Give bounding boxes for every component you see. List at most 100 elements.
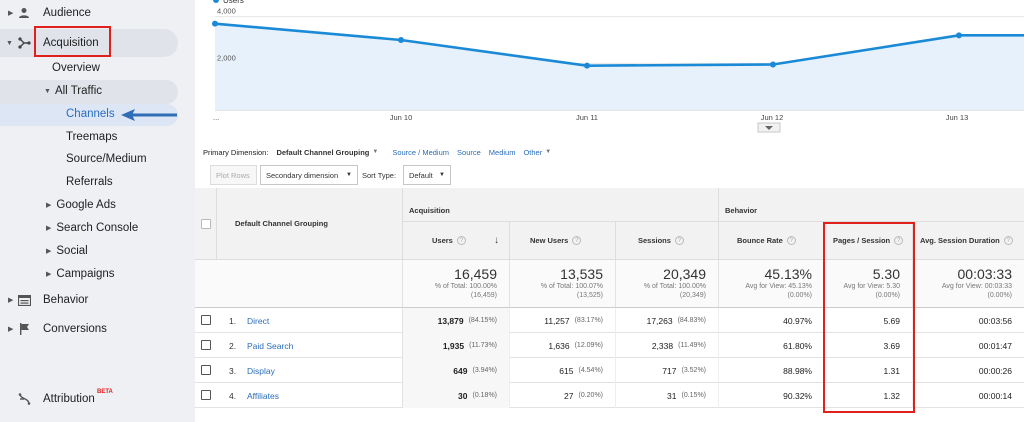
- column-header-avg-session-duration[interactable]: Avg. Session Duration ?: [913, 222, 1024, 260]
- caret-right-icon: ▶: [46, 202, 52, 209]
- dimension-link-source[interactable]: Source: [457, 147, 481, 157]
- sidebar-item-label: Campaigns: [56, 268, 115, 280]
- sidebar-item-acquisition[interactable]: ▼ Acquisition: [0, 32, 180, 54]
- column-header-pages-per-session[interactable]: Pages / Session ?: [825, 222, 913, 260]
- new-users-value: 615: [559, 365, 574, 376]
- acquisition-group-header: Acquisition: [403, 188, 719, 222]
- dimension-link-medium[interactable]: Medium: [488, 147, 516, 157]
- sort-type-dropdown[interactable]: Default ▼: [403, 165, 451, 185]
- column-header-new-users[interactable]: New Users ?: [510, 222, 616, 260]
- person-icon: [17, 6, 31, 20]
- row-checkbox[interactable]: [201, 365, 211, 375]
- totals-label-cell: [195, 260, 403, 308]
- channel-link[interactable]: Paid Search: [247, 340, 294, 351]
- totals-subtext: (0.00%): [787, 292, 812, 299]
- sidebar-item-social[interactable]: ▶ Social: [46, 240, 88, 262]
- row-number: 2.: [229, 340, 237, 351]
- chevron-down-icon: ▼: [439, 172, 445, 178]
- row-checkbox[interactable]: [201, 315, 211, 325]
- attribution-icon: [17, 392, 31, 406]
- arrow-annotation-icon: [121, 109, 177, 121]
- column-header-label: Bounce Rate: [737, 236, 783, 245]
- secondary-dimension-dropdown[interactable]: Secondary dimension ▼: [260, 165, 358, 185]
- new-users-pct: (12.09%): [574, 342, 603, 349]
- channel-link[interactable]: Direct: [247, 315, 270, 326]
- channels-highlight: [0, 104, 178, 126]
- channel-link[interactable]: Display: [247, 365, 275, 376]
- caret-right-icon: ▶: [46, 271, 52, 278]
- sidebar-item-overview[interactable]: Overview: [52, 57, 100, 79]
- help-icon[interactable]: ?: [674, 236, 684, 245]
- column-header-bounce-rate[interactable]: Bounce Rate ?: [719, 222, 825, 260]
- sidebar-item-treemaps[interactable]: Treemaps: [66, 126, 117, 148]
- channel-link[interactable]: Affiliates: [247, 390, 279, 401]
- select-all-checkbox[interactable]: [201, 219, 211, 229]
- all-traffic-highlight: [0, 80, 178, 104]
- chevron-down-icon: ▼: [372, 149, 379, 155]
- dimension-cell: 1. Direct: [217, 308, 403, 333]
- column-header-sessions[interactable]: Sessions ?: [616, 222, 719, 260]
- data-point[interactable]: [956, 32, 962, 39]
- sessions-value: 717: [662, 365, 677, 376]
- column-header-users[interactable]: Users ? ↓: [403, 222, 510, 260]
- sidebar-item-audience[interactable]: ▶ Audience: [0, 2, 180, 24]
- column-header-label: New Users: [530, 236, 569, 245]
- sidebar-item-label: Google Ads: [56, 199, 116, 211]
- primary-dimension-current[interactable]: Default Channel Grouping: [276, 147, 370, 157]
- help-icon[interactable]: ?: [1003, 236, 1013, 245]
- primary-dimension-label: Primary Dimension:: [203, 147, 269, 157]
- totals-subtext: % of Total: 100.00%: [434, 283, 497, 290]
- chart-labels: Users 4,000 2,000... Jun 10 Jun 11 Jun 12 Jun …: [213, 0, 969, 133]
- help-icon[interactable]: ?: [572, 236, 582, 245]
- caret-right-icon: ▶: [8, 326, 14, 333]
- sidebar-item-google-ads[interactable]: ▶ Google Ads: [46, 194, 116, 216]
- caret-right-icon: ▶: [8, 297, 14, 304]
- sidebar-item-conversions[interactable]: ▶ Conversions: [0, 318, 180, 340]
- new-users-cell: 615 (4.54%): [510, 358, 616, 383]
- sidebar-item-attribution[interactable]: Attribution BETA: [0, 388, 180, 410]
- row-checkbox[interactable]: [201, 340, 211, 350]
- highlight-box-acquisition: [34, 26, 111, 57]
- data-point[interactable]: [212, 20, 218, 27]
- x-tick-label: ...: [213, 113, 219, 122]
- plot-rows-button[interactable]: Plot Rows: [210, 165, 257, 185]
- help-icon[interactable]: ?: [786, 236, 796, 245]
- dimension-header[interactable]: Default Channel Grouping: [217, 188, 403, 260]
- sessions-pct: (0.15%): [681, 392, 706, 399]
- sort-type-value: Default: [409, 170, 433, 180]
- sidebar-item-search-console[interactable]: ▶ Search Console: [46, 217, 138, 239]
- sidebar-item-channels[interactable]: Channels: [66, 103, 115, 125]
- help-icon[interactable]: ?: [894, 236, 904, 245]
- users-value: 1,935: [442, 340, 465, 351]
- sidebar-item-all-traffic[interactable]: ▼ All Traffic: [44, 80, 102, 102]
- sidebar-item-label: Audience: [43, 7, 91, 19]
- x-tick-label: Jun 13: [946, 113, 969, 122]
- data-point[interactable]: [770, 61, 776, 68]
- sessions-cell: 717 (3.52%): [616, 358, 719, 383]
- caret-right-icon: ▶: [46, 248, 52, 255]
- sort-arrow-down-icon: ↓: [494, 235, 499, 246]
- sessions-value: 17,263: [646, 315, 673, 326]
- new-users-pct: (83.17%): [574, 317, 603, 324]
- table-row: 2. Paid Search 1,935 (11.73%) 1,636 (12.09%) 2…: [195, 333, 1024, 358]
- sidebar-item-referrals[interactable]: Referrals: [66, 171, 113, 193]
- dimension-link-other[interactable]: Other: [523, 147, 543, 157]
- x-tick-label: Jun 11: [576, 113, 598, 122]
- row-checkbox[interactable]: [201, 390, 211, 400]
- sidebar-item-campaigns[interactable]: ▶ Campaigns: [46, 263, 115, 285]
- users-pct: (84.15%): [468, 317, 497, 324]
- table-row: 3. Display 649 (3.94%) 615 (4.54%) 717 (3.52%) 8…: [195, 358, 1024, 383]
- dimension-link-source-medium[interactable]: Source / Medium: [392, 147, 450, 157]
- sidebar-item-behavior[interactable]: ▶ Behavior: [0, 289, 180, 311]
- help-icon[interactable]: ?: [456, 236, 466, 245]
- dimension-cell: 3. Display: [217, 358, 403, 383]
- users-line: [214, 22, 1024, 67]
- table-row: 4. Affiliates 30 (0.18%) 27 (0.20%) 31 (0.15%) 9…: [195, 383, 1024, 408]
- highlight-box-pages-per-session: [823, 222, 915, 413]
- data-point[interactable]: [398, 37, 404, 43]
- caret-right-icon: ▶: [8, 10, 14, 17]
- new-users-cell: 11,257 (83.17%): [510, 308, 616, 333]
- data-point[interactable]: [584, 62, 590, 69]
- sidebar-item-source-medium[interactable]: Source/Medium: [66, 148, 147, 170]
- sidebar-item-label: Referrals: [66, 176, 113, 188]
